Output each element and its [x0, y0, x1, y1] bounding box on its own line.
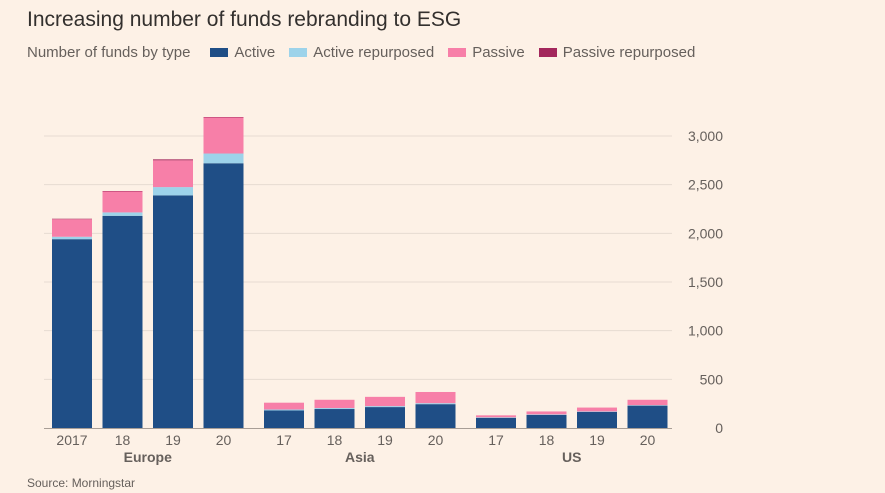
x-tick-label: 2017	[56, 432, 87, 448]
group-label: Europe	[124, 449, 172, 465]
legend-swatch-passive	[448, 48, 467, 57]
bar-segment	[577, 411, 617, 428]
legend-item-passive-repurposed: Passive repurposed	[538, 44, 696, 61]
bar-segment	[415, 403, 456, 405]
x-tick-label: 19	[165, 432, 181, 448]
x-tick-label: 17	[488, 432, 504, 448]
y-tick-label: 500	[700, 371, 724, 387]
group-label: US	[562, 449, 581, 465]
chart-subtitle: Number of funds by type	[27, 44, 191, 61]
x-tick-label: 20	[428, 432, 444, 448]
legend: Number of funds by type Active Active re…	[27, 44, 709, 61]
bar-segment	[526, 414, 567, 428]
bar-segment	[577, 407, 617, 412]
bar-segment	[203, 117, 244, 154]
bar-segment	[365, 396, 405, 407]
x-tick-label: 18	[327, 432, 343, 448]
legend-item-active-repurposed: Active repurposed	[289, 44, 434, 61]
x-tick-label: 18	[539, 432, 555, 448]
bar-segment	[203, 153, 244, 164]
legend-label-active: Active	[234, 44, 276, 61]
legend-label-passive-repurposed: Passive repurposed	[562, 44, 696, 61]
bar-segment	[52, 236, 92, 240]
chart-title: Increasing number of funds rebranding to…	[27, 8, 462, 31]
legend-label-active-repurposed: Active repurposed	[313, 44, 435, 61]
x-tick-label: 19	[589, 432, 605, 448]
legend-item-passive: Passive	[448, 44, 525, 61]
group-label: Asia	[345, 449, 375, 465]
legend-swatch-active	[210, 48, 229, 57]
x-tick-label: 17	[276, 432, 292, 448]
x-tick-label: 19	[377, 432, 393, 448]
y-tick-label: 1,000	[688, 323, 723, 339]
bar-segment	[102, 215, 143, 428]
bar-segment	[153, 187, 193, 196]
source-note: Source: Morningstar	[27, 476, 136, 490]
bar-segment	[264, 402, 304, 410]
bar-segment	[102, 212, 143, 216]
bar-segment	[203, 163, 244, 428]
y-tick-label: 0	[715, 420, 723, 436]
bar-segment	[264, 410, 304, 428]
bar-segment	[52, 219, 92, 237]
bar-segment	[415, 391, 456, 404]
bar-segment	[476, 417, 516, 428]
bar-segment	[153, 160, 193, 188]
bar-segment	[314, 408, 355, 410]
bar-segment	[627, 405, 668, 428]
bar-segment	[153, 195, 193, 428]
bar-segment	[365, 407, 405, 428]
bar-segment	[526, 411, 567, 415]
bar-segment	[476, 415, 516, 418]
x-tick-label: 20	[216, 432, 232, 448]
legend-item-active: Active	[210, 44, 275, 61]
legend-swatch-passive-repurposed	[538, 48, 557, 57]
bar-segment	[264, 409, 304, 411]
bar-segment	[102, 191, 143, 213]
bar-segment	[365, 406, 405, 408]
bar-segment	[314, 409, 355, 428]
bar-segment	[153, 159, 193, 161]
bar-segment	[52, 239, 92, 428]
bar-segment	[415, 404, 456, 428]
legend-label-passive: Passive	[472, 44, 525, 61]
legend-swatch-active-repurposed	[289, 48, 308, 57]
y-tick-label: 2,000	[688, 225, 723, 241]
y-tick-label: 1,500	[688, 274, 723, 290]
y-tick-label: 3,000	[688, 128, 723, 144]
y-tick-label: 2,500	[688, 177, 723, 193]
x-tick-label: 18	[115, 432, 131, 448]
bar-segment	[314, 399, 355, 409]
bar-segment	[627, 399, 668, 406]
x-tick-label: 20	[640, 432, 656, 448]
